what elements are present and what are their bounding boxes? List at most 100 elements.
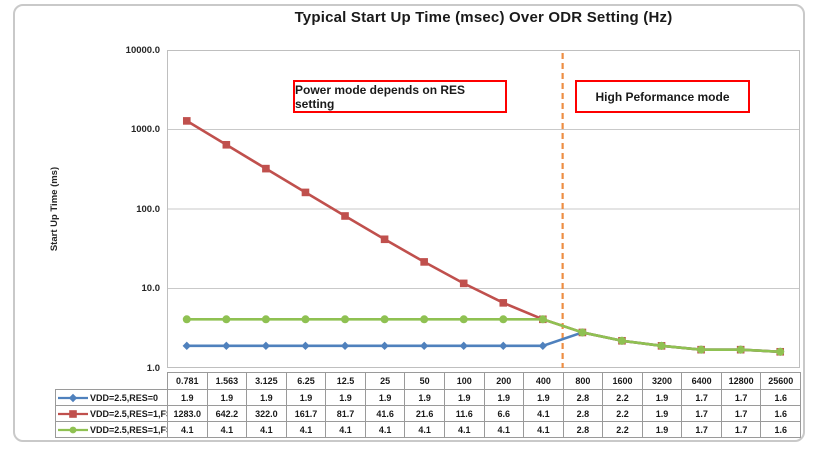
figure-frame xyxy=(13,4,805,442)
odr-column-header: 6.25 xyxy=(285,372,327,390)
diamond-marker xyxy=(182,341,191,351)
table-value-cell: 1.7 xyxy=(720,421,762,438)
circle-marker xyxy=(341,315,350,324)
series-VDD=2.5,RES=1,FSTUP=1 xyxy=(182,315,785,356)
table-value-cell: 1.9 xyxy=(325,389,366,406)
table-value-cell: 2.2 xyxy=(602,405,643,422)
table-value-cell: 4.1 xyxy=(167,421,208,438)
series-line xyxy=(186,317,781,354)
table-value-cell: 1.9 xyxy=(641,405,683,422)
circle-marker xyxy=(182,315,191,324)
square-marker xyxy=(380,235,389,244)
circle-marker xyxy=(261,315,270,324)
square-marker xyxy=(222,140,231,149)
legend-square-icon xyxy=(58,409,88,418)
annotation-power-mode-box: Power mode depends on RES setting xyxy=(293,80,507,113)
odr-column-header: 0.781 xyxy=(167,372,208,390)
plot-area xyxy=(167,50,800,368)
diamond-marker xyxy=(222,341,231,351)
table-value-cell: 1.9 xyxy=(246,389,287,406)
table-value-cell: 642.2 xyxy=(206,405,248,422)
table-value-cell: 6.6 xyxy=(483,405,525,422)
table-row: VDD=2.5,RES=1,FSTUP=14.14.14.14.14.14.14… xyxy=(55,421,801,438)
odr-column-header: 6400 xyxy=(681,372,722,390)
table-value-cell: 1.7 xyxy=(720,389,762,406)
legend-cell: VDD=2.5,RES=0 xyxy=(55,389,168,406)
table-value-cell: 41.6 xyxy=(364,405,406,422)
annotation-high-performance-label: High Peformance mode xyxy=(595,89,730,104)
square-marker xyxy=(420,258,428,266)
circle-marker xyxy=(578,328,587,337)
circle-marker xyxy=(697,345,706,354)
circle-marker xyxy=(657,341,666,350)
series-legend-label: VDD=2.5,RES=1,FSTUP=0 xyxy=(90,408,167,419)
y-tick-label: 100.0 xyxy=(136,203,160,215)
table-value-cell: 1.6 xyxy=(760,421,801,438)
odr-column-header: 12800 xyxy=(720,372,762,390)
table-value-cell: 2.8 xyxy=(562,421,604,438)
annotation-power-mode-label: Power mode depends on RES setting xyxy=(295,82,466,111)
y-tick-label: 1.0 xyxy=(146,362,160,374)
legend-diamond-icon xyxy=(58,393,88,402)
diamond-marker xyxy=(538,341,548,351)
table-value-cell: 2.8 xyxy=(562,389,604,406)
circle-marker xyxy=(301,315,310,324)
table-value-cell: 1283.0 xyxy=(167,405,208,422)
diamond-marker xyxy=(419,341,429,351)
odr-column-header: 25 xyxy=(364,372,406,390)
table-value-cell: 161.7 xyxy=(285,405,327,422)
legend-cell: VDD=2.5,RES=1,FSTUP=0 xyxy=(55,405,168,422)
square-marker xyxy=(182,117,191,125)
table-corner-blank xyxy=(56,373,168,390)
table-value-cell: 4.1 xyxy=(523,421,564,438)
table-value-cell: 1.9 xyxy=(641,389,683,406)
odr-column-header: 12.5 xyxy=(325,372,366,390)
data-table: 0.781 1.563 3.125 6.25 12.5 25 50 100 200 400 800 1… xyxy=(55,372,801,438)
table-value-cell: 4.1 xyxy=(364,421,406,438)
chart-title: Typical Start Up Time (msec) Over ODR Se… xyxy=(294,9,673,26)
diamond-marker xyxy=(261,341,271,351)
diamond-marker xyxy=(499,341,508,351)
table-value-cell: 322.0 xyxy=(246,405,287,422)
series-VDD=2.5,RES=0 xyxy=(182,328,785,356)
circle-marker xyxy=(499,315,508,324)
odr-column-header: 50 xyxy=(404,372,445,390)
odr-column-header: 25600 xyxy=(760,372,801,390)
table-value-cell: 1.9 xyxy=(404,389,445,406)
table-value-cell: 1.7 xyxy=(681,405,722,422)
y-tick-label: 10000.0 xyxy=(125,44,160,56)
circle-marker xyxy=(459,315,468,324)
table-value-cell: 4.1 xyxy=(325,421,366,438)
table-value-cell: 2.8 xyxy=(562,405,604,422)
circle-marker xyxy=(222,315,231,324)
plot-border xyxy=(167,50,800,368)
table-row: VDD=2.5,RES=1,FSTUP=01283.0642.2322.0161… xyxy=(55,405,801,422)
table-value-cell: 1.9 xyxy=(483,389,525,406)
table-value-cell: 1.9 xyxy=(285,389,327,406)
table-value-cell: 1.9 xyxy=(443,389,485,406)
square-marker xyxy=(301,188,310,197)
table-value-cell: 1.9 xyxy=(167,389,208,406)
table-value-cell: 4.1 xyxy=(443,421,485,438)
square-marker xyxy=(262,164,270,173)
diamond-marker xyxy=(340,341,350,351)
square-marker xyxy=(499,299,508,307)
circle-marker xyxy=(380,315,389,324)
table-value-cell: 1.6 xyxy=(760,405,801,422)
circle-marker xyxy=(617,336,626,345)
table-row: VDD=2.5,RES=0 1.9 1.9 1.9 1.9 1.9 1.9 1.9 1.9 1.9… xyxy=(55,389,801,406)
odr-column-header: 3.125 xyxy=(246,372,287,390)
diamond-marker xyxy=(380,341,389,351)
table-value-cell: 1.9 xyxy=(364,389,406,406)
diamond-marker xyxy=(459,341,468,351)
odr-column-header: 1.563 xyxy=(206,372,248,390)
y-tick-label: 10.0 xyxy=(141,283,161,294)
odr-column-header: 400 xyxy=(523,372,564,390)
odr-column-header: 3200 xyxy=(641,372,683,390)
table-value-cell: 4.1 xyxy=(206,421,248,438)
legend-cell: VDD=2.5,RES=1,FSTUP=1 xyxy=(55,421,168,438)
table-value-cell: 4.1 xyxy=(523,405,564,422)
table-value-cell: 1.9 xyxy=(523,389,564,406)
odr-column-header: 1600 xyxy=(602,372,643,390)
